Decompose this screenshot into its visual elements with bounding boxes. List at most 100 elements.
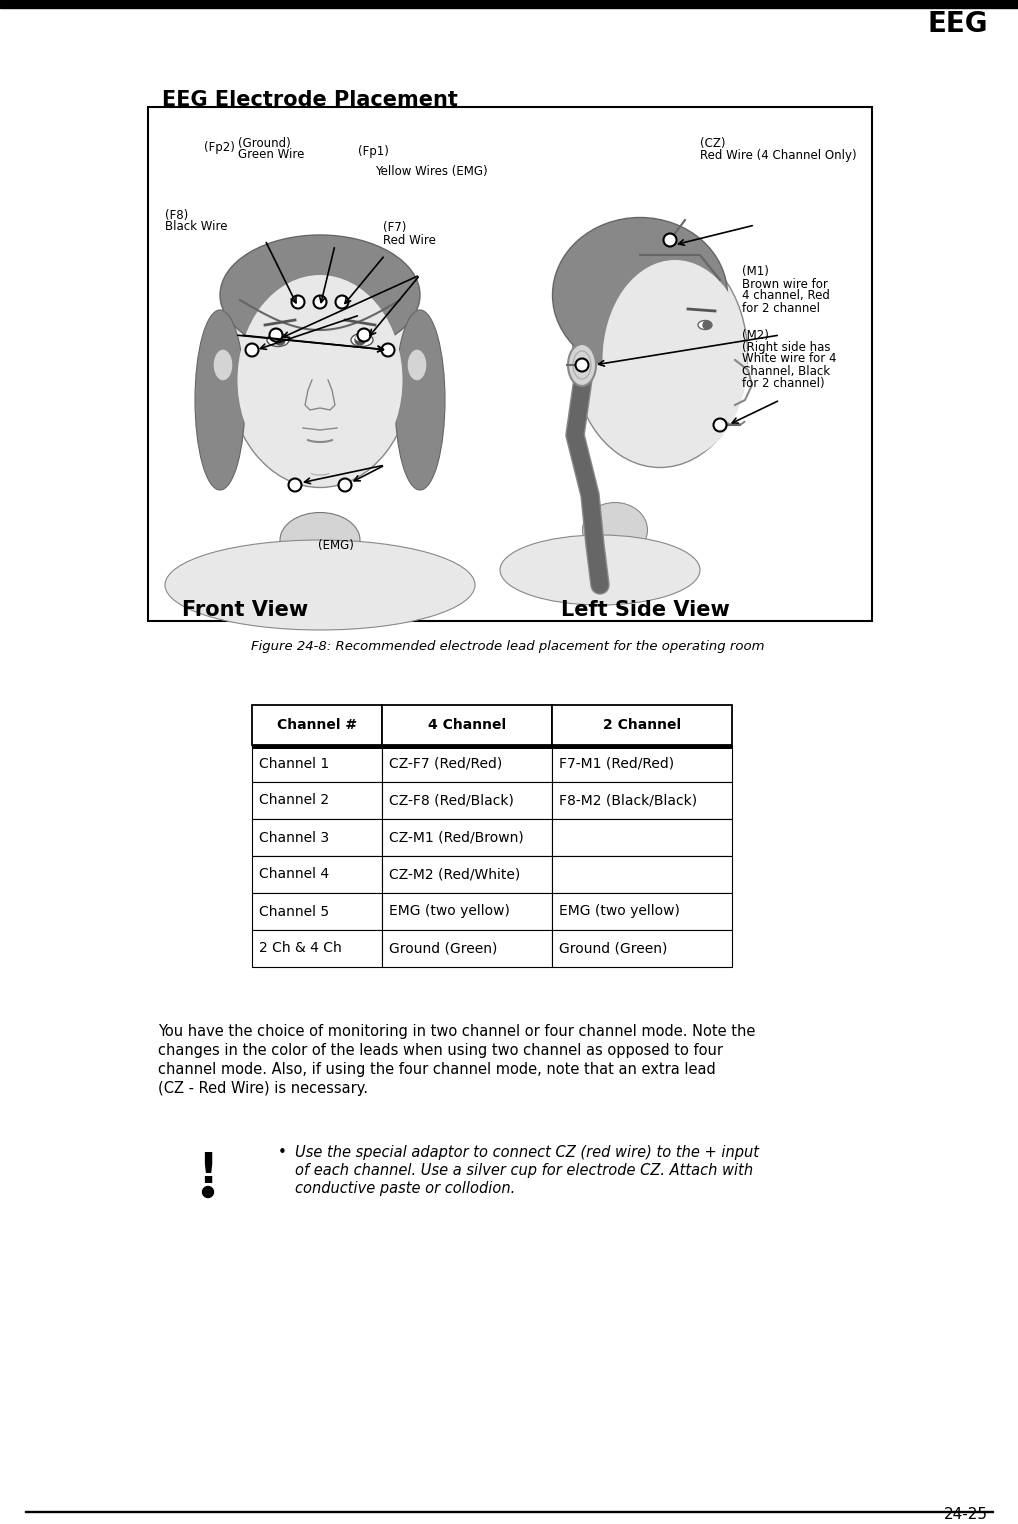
Text: for 2 channel: for 2 channel (742, 302, 821, 314)
Ellipse shape (582, 503, 647, 558)
Bar (552, 930, 732, 968)
Ellipse shape (280, 512, 360, 567)
Text: Channel 2: Channel 2 (259, 794, 329, 808)
Text: (M1): (M1) (742, 265, 769, 279)
Bar (148, 107, 872, 620)
Circle shape (314, 296, 327, 308)
Text: Channel 5: Channel 5 (259, 905, 329, 919)
Circle shape (575, 358, 588, 372)
Bar (252, 782, 382, 818)
Ellipse shape (500, 535, 700, 605)
Text: (F8): (F8) (165, 209, 188, 221)
Circle shape (270, 329, 283, 341)
Text: Channel, Black: Channel, Black (742, 364, 830, 378)
Text: for 2 channel): for 2 channel) (742, 376, 825, 390)
Text: EEG Electrode Placement: EEG Electrode Placement (162, 90, 458, 110)
Text: F8-M2 (Black/Black): F8-M2 (Black/Black) (559, 794, 697, 808)
Circle shape (356, 335, 360, 340)
Circle shape (280, 335, 284, 340)
Text: (Fp1): (Fp1) (358, 145, 389, 158)
Circle shape (336, 296, 348, 308)
Circle shape (703, 322, 711, 329)
Bar (382, 856, 552, 893)
Text: CZ-M1 (Red/Brown): CZ-M1 (Red/Brown) (389, 831, 523, 844)
Text: CZ-F8 (Red/Black): CZ-F8 (Red/Black) (389, 794, 514, 808)
Text: (Right side has: (Right side has (742, 340, 831, 354)
Text: Channel 3: Channel 3 (259, 831, 329, 844)
Bar (252, 706, 382, 745)
Circle shape (288, 479, 301, 492)
Text: Channel #: Channel # (277, 718, 357, 732)
Text: Brown wire for: Brown wire for (742, 277, 828, 291)
Bar (252, 818, 382, 856)
Text: F7-M1 (Red/Red): F7-M1 (Red/Red) (559, 756, 674, 771)
Bar (252, 745, 382, 782)
Text: CZ-F7 (Red/Red): CZ-F7 (Red/Red) (389, 756, 502, 771)
Circle shape (382, 343, 395, 357)
Text: EMG (two yellow): EMG (two yellow) (389, 905, 510, 919)
Text: EEG: EEG (927, 11, 988, 38)
Ellipse shape (213, 349, 233, 381)
Text: CZ-M2 (Red/White): CZ-M2 (Red/White) (389, 867, 520, 881)
Circle shape (714, 419, 727, 431)
Ellipse shape (267, 334, 289, 346)
Text: channel mode. Also, if using the four channel mode, note that an extra lead: channel mode. Also, if using the four ch… (158, 1062, 716, 1077)
Text: EMG (two yellow): EMG (two yellow) (559, 905, 680, 919)
Ellipse shape (572, 242, 747, 468)
Text: Red Wire: Red Wire (383, 233, 436, 247)
Ellipse shape (220, 235, 420, 355)
Text: (CZ): (CZ) (700, 137, 726, 149)
Bar (382, 782, 552, 818)
Text: conductive paste or collodion.: conductive paste or collodion. (295, 1181, 515, 1196)
Text: Black Wire: Black Wire (165, 221, 227, 233)
Text: (F7): (F7) (383, 221, 406, 235)
Circle shape (355, 335, 365, 344)
Bar (252, 745, 732, 748)
Text: (M2): (M2) (742, 329, 769, 341)
Text: 2 Channel: 2 Channel (603, 718, 681, 732)
Bar (382, 930, 552, 968)
Bar (382, 818, 552, 856)
Text: Front View: Front View (182, 600, 308, 620)
Circle shape (203, 1187, 214, 1198)
Text: Green Wire: Green Wire (238, 148, 304, 162)
Circle shape (275, 335, 285, 344)
Bar (0, 0, 1018, 8)
Ellipse shape (237, 274, 402, 485)
Bar (382, 706, 552, 745)
Circle shape (291, 296, 304, 308)
Ellipse shape (195, 309, 245, 491)
Ellipse shape (568, 344, 596, 386)
Bar (552, 893, 732, 930)
Text: Channel 1: Channel 1 (259, 756, 329, 771)
Bar (252, 930, 382, 968)
Circle shape (339, 479, 351, 492)
Text: Figure 24-8: Recommended electrode lead placement for the operating room: Figure 24-8: Recommended electrode lead … (251, 640, 765, 652)
Ellipse shape (227, 253, 412, 488)
Text: of each channel. Use a silver cup for electrode CZ. Attach with: of each channel. Use a silver cup for el… (295, 1163, 753, 1178)
Bar (552, 856, 732, 893)
Ellipse shape (553, 218, 728, 372)
Text: White wire for 4: White wire for 4 (742, 352, 837, 366)
Text: (Ground): (Ground) (238, 137, 291, 149)
Bar (252, 893, 382, 930)
Ellipse shape (395, 309, 445, 491)
Bar (252, 856, 382, 893)
Text: Left Side View: Left Side View (561, 600, 729, 620)
Text: 4 channel, Red: 4 channel, Red (742, 290, 830, 302)
Bar (552, 818, 732, 856)
Ellipse shape (165, 539, 475, 629)
Text: 24-25: 24-25 (944, 1507, 988, 1522)
Bar (552, 706, 732, 745)
Text: (EMG): (EMG) (318, 538, 354, 552)
Text: 4 Channel: 4 Channel (428, 718, 506, 732)
Bar (382, 745, 552, 782)
Circle shape (245, 343, 259, 357)
Text: 2 Ch & 4 Ch: 2 Ch & 4 Ch (259, 942, 342, 956)
Ellipse shape (603, 261, 747, 460)
Text: Channel 4: Channel 4 (259, 867, 329, 881)
Text: changes in the color of the leads when using two channel as opposed to four: changes in the color of the leads when u… (158, 1042, 723, 1058)
Bar (552, 745, 732, 782)
Text: (CZ - Red Wire) is necessary.: (CZ - Red Wire) is necessary. (158, 1081, 367, 1096)
Circle shape (357, 329, 371, 341)
